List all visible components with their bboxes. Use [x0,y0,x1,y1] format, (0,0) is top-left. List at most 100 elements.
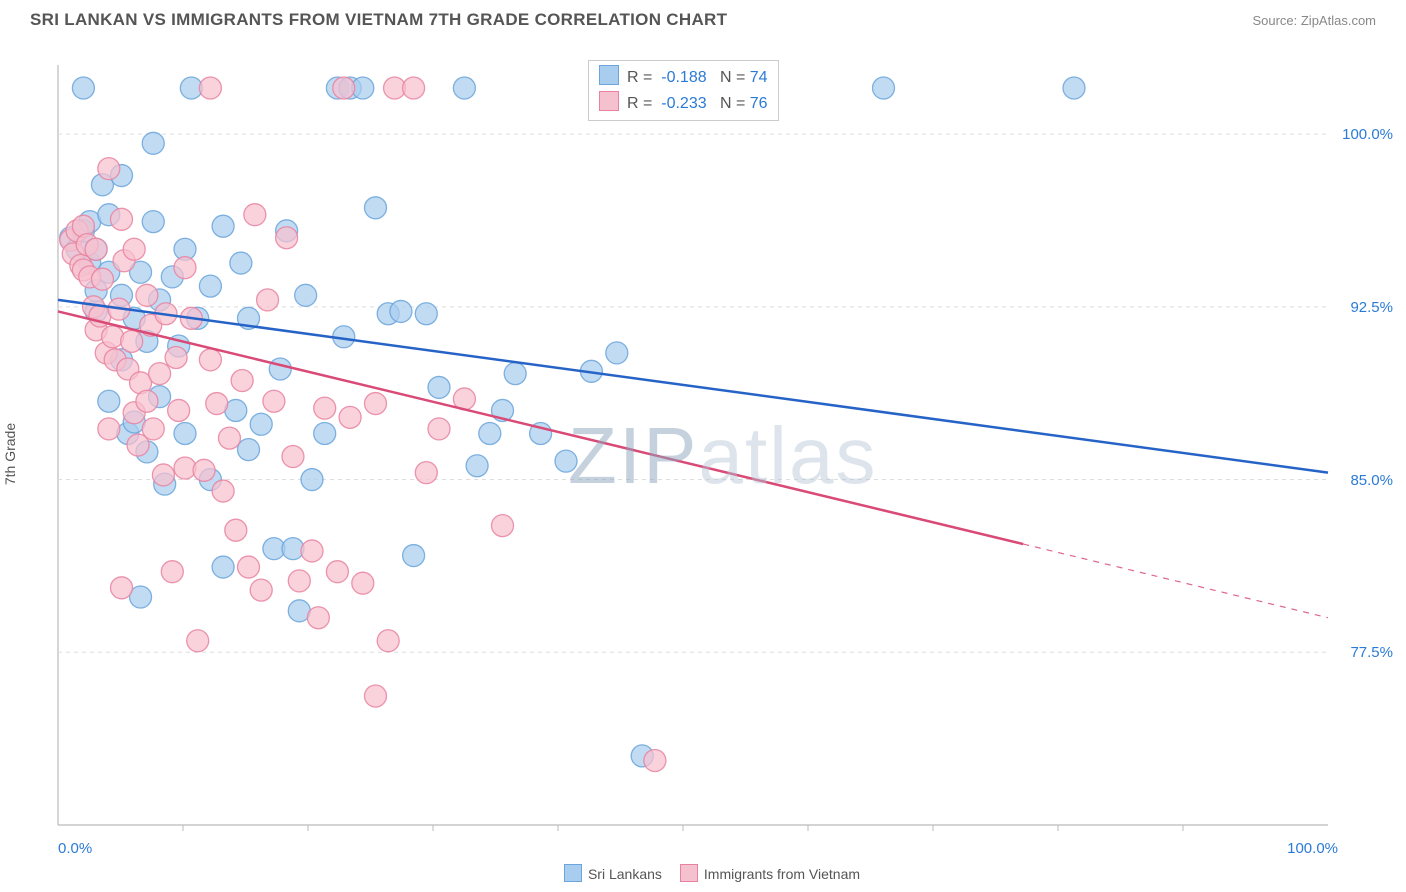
data-point [339,406,361,428]
data-point [326,561,348,583]
data-point [352,572,374,594]
data-point [85,238,107,260]
data-point [212,556,234,578]
data-point [269,358,291,380]
data-point [161,561,183,583]
data-point [91,268,113,290]
data-point [365,685,387,707]
data-point [212,480,234,502]
legend-row: R = -0.188 N = 74 [599,65,768,91]
data-point [282,446,304,468]
data-point [231,370,253,392]
data-point [365,197,387,219]
data-point [250,413,272,435]
chart-container: ZIPatlas R = -0.188 N = 74R = -0.233 N =… [48,55,1338,835]
data-point [333,77,355,99]
y-tick-label: 85.0% [1350,472,1393,489]
data-point [415,303,437,325]
data-point [123,238,145,260]
data-point [1063,77,1085,99]
data-point [136,390,158,412]
data-point [504,363,526,385]
data-point [218,427,240,449]
data-point [307,607,329,629]
data-point [555,450,577,472]
data-point [149,363,171,385]
data-point [193,459,215,481]
y-tick-label: 77.5% [1350,644,1393,661]
data-point [263,390,285,412]
legend-r-label: R = [627,95,657,112]
data-point [102,326,124,348]
legend-swatch [564,864,582,882]
data-point [314,397,336,419]
data-point [492,515,514,537]
data-point [142,418,164,440]
x-axis-min-label: 0.0% [58,840,92,857]
y-tick-label: 100.0% [1342,126,1393,143]
data-point [276,227,298,249]
data-point [230,252,252,274]
data-point [174,422,196,444]
x-axis-max-label: 100.0% [1287,840,1338,857]
data-point [314,422,336,444]
correlation-legend-box: R = -0.188 N = 74R = -0.233 N = 76 [588,60,779,121]
data-point [250,579,272,601]
legend-r-label: R = [627,69,657,86]
data-point [453,77,475,99]
data-point [238,439,260,461]
legend-label: Sri Lankans [588,866,662,882]
data-point [152,464,174,486]
data-point [187,630,209,652]
data-point [225,519,247,541]
data-point [873,77,895,99]
data-point [301,469,323,491]
data-point [199,349,221,371]
data-point [377,630,399,652]
source-label: Source: ZipAtlas.com [1252,13,1376,28]
data-point [111,577,133,599]
y-tick-label: 92.5% [1350,299,1393,316]
data-point [403,77,425,99]
data-point [98,418,120,440]
chart-title: SRI LANKAN VS IMMIGRANTS FROM VIETNAM 7T… [30,10,727,30]
data-point [466,455,488,477]
legend-n-value: 76 [750,95,768,112]
legend-r-value: -0.233 [661,95,706,112]
bottom-legend: Sri LankansImmigrants from Vietnam [0,864,1406,882]
legend-swatch [599,91,619,111]
data-point [199,77,221,99]
data-point [238,556,260,578]
data-point [301,540,323,562]
data-point [165,346,187,368]
legend-swatch [680,864,698,882]
data-point [142,211,164,233]
data-point [98,158,120,180]
data-point [168,399,190,421]
data-point [644,750,666,772]
data-point [479,422,501,444]
data-point [121,330,143,352]
data-point [174,257,196,279]
y-axis-label: 7th Grade [2,423,18,485]
legend-n-label: N = [720,69,750,86]
data-point [288,570,310,592]
data-point [415,462,437,484]
data-point [72,77,94,99]
data-point [111,208,133,230]
data-point [199,275,221,297]
data-point [295,284,317,306]
legend-r-value: -0.188 [661,69,706,86]
data-point [390,300,412,322]
legend-row: R = -0.233 N = 76 [599,91,768,117]
data-point [428,418,450,440]
data-point [403,545,425,567]
trend-line [58,311,1023,544]
data-point [365,393,387,415]
trend-line-extrapolated [1023,544,1328,618]
data-point [606,342,628,364]
data-point [136,284,158,306]
legend-n-value: 74 [750,69,768,86]
legend-n-label: N = [720,95,750,112]
data-point [428,376,450,398]
